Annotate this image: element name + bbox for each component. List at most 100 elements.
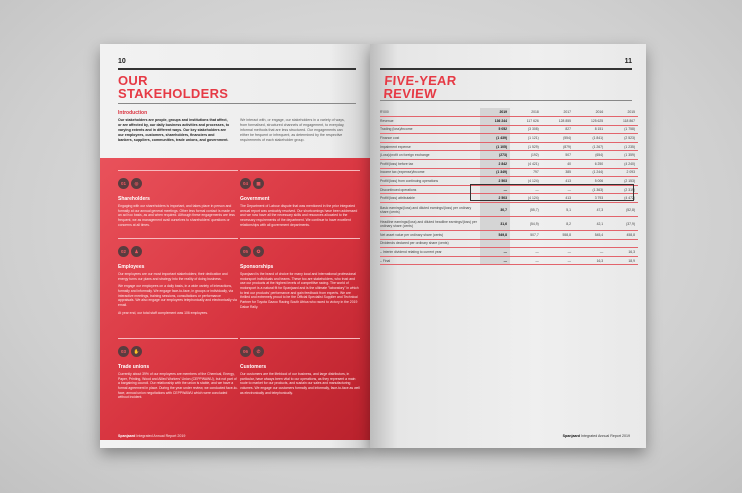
row-label: Basic earnings/(loss) and diluted earnin… bbox=[380, 202, 480, 218]
cell: 16,3 bbox=[573, 256, 607, 266]
cell: (554) bbox=[541, 133, 574, 143]
cell: 2 093 bbox=[606, 168, 638, 178]
cell: 125 625 bbox=[573, 116, 607, 126]
cell: — bbox=[510, 247, 542, 257]
table-row: Profit/(loss) attributable 2 503 (4 124) 41… bbox=[380, 193, 638, 204]
cell bbox=[606, 239, 638, 249]
row-label: Dividends declared per ordinary share (c… bbox=[380, 239, 480, 249]
table-row: Headline earnings/(loss) and diluted hea… bbox=[380, 216, 638, 232]
table-row: (Loss)/profit on foreign exchange (273) (1… bbox=[380, 150, 638, 161]
stakeholder-name: Sponsorships bbox=[240, 263, 274, 270]
cell: (1 529) bbox=[510, 142, 542, 152]
footer: Spanjaard Integrated Annual Report 2019 bbox=[118, 434, 186, 438]
cell: (1 105) bbox=[480, 142, 510, 152]
cell: (1 349) bbox=[480, 168, 510, 178]
stakeholder-employees: 02 ♟ Employees Our employees are our most i… bbox=[118, 238, 238, 315]
row-label: R'000 bbox=[380, 108, 480, 118]
row-label: (Loss)/profit on foreign exchange bbox=[380, 150, 480, 161]
cell: 558,8 bbox=[541, 230, 574, 240]
cell: (54,9) bbox=[510, 216, 542, 232]
cell: 385 bbox=[541, 168, 574, 178]
table-row: – Interim dividend relating to current y… bbox=[380, 247, 638, 257]
page-number: 11 bbox=[624, 58, 632, 65]
stakeholder-sponsorships: 05 ✪ Sponsorships Spanjaard is the brand of… bbox=[240, 238, 360, 309]
stakeholder-name: Government bbox=[240, 195, 270, 202]
cell: (1 121) bbox=[510, 133, 542, 143]
stakeholder-text: Spanjaard is the brand of choice for man… bbox=[240, 271, 359, 309]
number-badge: 02 bbox=[118, 246, 129, 258]
cell: 40 bbox=[541, 159, 574, 169]
row-label: Profit/(loss) before tax bbox=[380, 159, 480, 169]
cell: (2 319) bbox=[606, 185, 638, 195]
cell: 128 855 bbox=[541, 116, 574, 126]
cell: 47,3 bbox=[573, 202, 607, 218]
right-page: 11 FIVE-YEAR REVIEW R'000 2019 2018 2017 2016… bbox=[370, 44, 646, 448]
cell: 117 626 bbox=[510, 116, 542, 126]
stakeholder-text: Our employees are our most important sta… bbox=[118, 271, 228, 281]
cell: (1 841) bbox=[573, 133, 607, 143]
footer: Spanjaard Integrated Annual Report 2019 bbox=[562, 434, 630, 438]
number-badge: 03 bbox=[118, 346, 129, 358]
cell: 18,9 bbox=[606, 256, 638, 266]
stakeholder-name: Shareholders bbox=[118, 195, 150, 202]
cell: 827 bbox=[541, 125, 574, 135]
cell: — bbox=[510, 256, 542, 266]
highlight-box bbox=[470, 184, 634, 201]
customers-icon: ✆ bbox=[253, 346, 264, 358]
stakeholder-text: The Department of Labour dispute that wa… bbox=[240, 203, 358, 227]
cell: — bbox=[480, 185, 510, 195]
table-header: R'000 2019 2018 2017 2016 2015 bbox=[380, 108, 638, 118]
cell: (1 439) bbox=[480, 133, 510, 143]
number-badge: 01 bbox=[118, 178, 129, 190]
row-label: Income tax (expense)/income bbox=[380, 168, 480, 178]
cell: (4 472) bbox=[606, 193, 638, 204]
row-label: Impairment expense bbox=[380, 142, 480, 152]
cell: 545,4 bbox=[573, 230, 607, 240]
table-row: Impairment expense (1 105) (1 529) (879) (1 … bbox=[380, 142, 638, 152]
cell: 413 bbox=[541, 193, 574, 204]
cell: 797 bbox=[510, 168, 542, 178]
stakeholder-name: Employees bbox=[118, 263, 145, 270]
cell: (654) bbox=[573, 150, 607, 161]
cell: — bbox=[480, 247, 510, 257]
cell: (4 124) bbox=[510, 193, 542, 204]
cell: (55,7) bbox=[510, 202, 542, 218]
cell bbox=[510, 239, 542, 249]
cell bbox=[541, 239, 574, 249]
table-row: Trading (loss)/income 5 052 (3 308) 827 8 15… bbox=[380, 125, 638, 135]
cell: (1 363) bbox=[573, 185, 607, 195]
left-page: 10 OUR STAKEHOLDERS Introduction Our stak… bbox=[100, 44, 370, 448]
stakeholders-panel: 01 ◎ Shareholders Engaging with our shareho… bbox=[100, 158, 370, 440]
row-label: Trading (loss)/income bbox=[380, 125, 480, 135]
cell: 8,2 bbox=[541, 216, 574, 232]
cell: 507,7 bbox=[510, 230, 542, 240]
cell: — bbox=[541, 256, 574, 266]
stakeholder-trade-unions: 03 ✋ Trade unions Currently about 39% of ou… bbox=[118, 338, 238, 400]
intro-text: Our stakeholders are people, groups and … bbox=[118, 118, 230, 142]
stakeholder-text: Our customers are the lifeblood of our b… bbox=[240, 371, 360, 395]
sponsorships-icon: ✪ bbox=[253, 246, 264, 258]
cell: — bbox=[510, 185, 542, 195]
cell: — bbox=[480, 256, 510, 266]
cell: 8 151 bbox=[573, 125, 607, 135]
cell: 5 052 bbox=[480, 125, 510, 135]
table-row: Net asset value per ordinary share (cent… bbox=[380, 230, 638, 240]
cell: 136 244 bbox=[480, 116, 510, 126]
number-badge: 06 bbox=[240, 346, 251, 358]
stakeholder-text: Engaging with our shareholders is import… bbox=[118, 203, 235, 227]
divider bbox=[118, 68, 356, 70]
cell: (273) bbox=[480, 150, 510, 161]
table-row: Basic earnings/(loss) and diluted earnin… bbox=[380, 202, 638, 218]
row-label: – Interim dividend relating to current y… bbox=[380, 247, 480, 257]
cell: 2015 bbox=[606, 108, 638, 118]
cell: (4 421) bbox=[510, 159, 542, 169]
table-row: Dividends declared per ordinary share (c… bbox=[380, 239, 638, 249]
row-label: Profit/(loss) attributable bbox=[380, 193, 480, 204]
cell: 118 867 bbox=[606, 116, 638, 126]
cell: 31,6 bbox=[480, 216, 510, 232]
cell: 2018 bbox=[510, 108, 542, 118]
cell: (879) bbox=[541, 142, 574, 152]
table-row: Income tax (expense)/income (1 349) 797 385… bbox=[380, 168, 638, 178]
table-row: Finance cost (1 439) (1 121) (554) (1 841) (2… bbox=[380, 133, 638, 143]
employees-icon: ♟ bbox=[131, 246, 142, 258]
